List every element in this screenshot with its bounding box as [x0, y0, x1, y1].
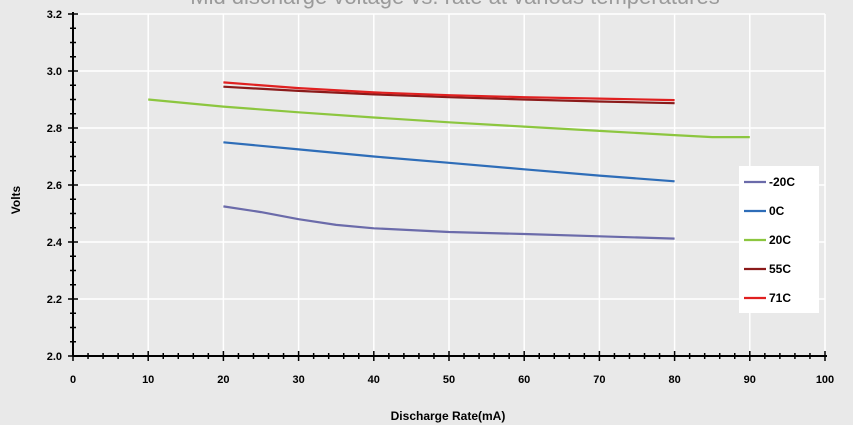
y-tick-labels: 2.0 2.2 2.4 2.6 2.8 3.0 3.2 [47, 9, 63, 363]
x-axis-title: Discharge Rate(mA) [391, 409, 506, 423]
legend-label: 0C [769, 204, 785, 218]
y-tick-label: 3.0 [47, 66, 62, 78]
x-tick-label: 10 [142, 374, 154, 386]
x-tick-labels: 0 10 20 30 40 50 60 70 80 90 100 [70, 374, 834, 386]
y-tick-label: 2.0 [47, 351, 62, 363]
y-tick-label: 2.6 [47, 180, 62, 192]
legend-label: 55C [769, 262, 791, 276]
x-tick-label: 50 [443, 374, 455, 386]
grid-lines [73, 13, 826, 356]
series-line-20c [223, 205, 675, 240]
x-tick-label: 70 [593, 374, 605, 386]
x-tick-label: 80 [668, 374, 680, 386]
x-tick-label: 20 [217, 374, 229, 386]
series-line-71c [223, 81, 675, 102]
series-line-20c [148, 98, 750, 139]
legend-label: -20C [769, 175, 795, 189]
x-tick-label: 100 [816, 374, 834, 386]
series-line-55c [223, 85, 675, 105]
y-tick-label: 2.4 [47, 237, 63, 249]
x-tick-label: 0 [70, 374, 76, 386]
chart-title: Mid discharge voltage vs. rate at variou… [190, 0, 719, 9]
x-tick-label: 60 [518, 374, 530, 386]
legend-label: 71C [769, 291, 791, 305]
series-lines [148, 81, 750, 240]
y-tick-label: 2.8 [47, 123, 62, 135]
axes [68, 12, 827, 361]
legend-label: 20C [769, 233, 791, 247]
y-tick-label: 3.2 [47, 9, 62, 21]
legend: -20C 0C 20C 55C 71C [739, 166, 819, 313]
series-line-0c [223, 141, 675, 183]
x-tick-label: 40 [368, 374, 380, 386]
x-tick-label: 90 [744, 374, 756, 386]
y-tick-label: 2.2 [47, 294, 62, 306]
y-axis-title: Volts [9, 185, 23, 214]
x-tick-label: 30 [292, 374, 304, 386]
